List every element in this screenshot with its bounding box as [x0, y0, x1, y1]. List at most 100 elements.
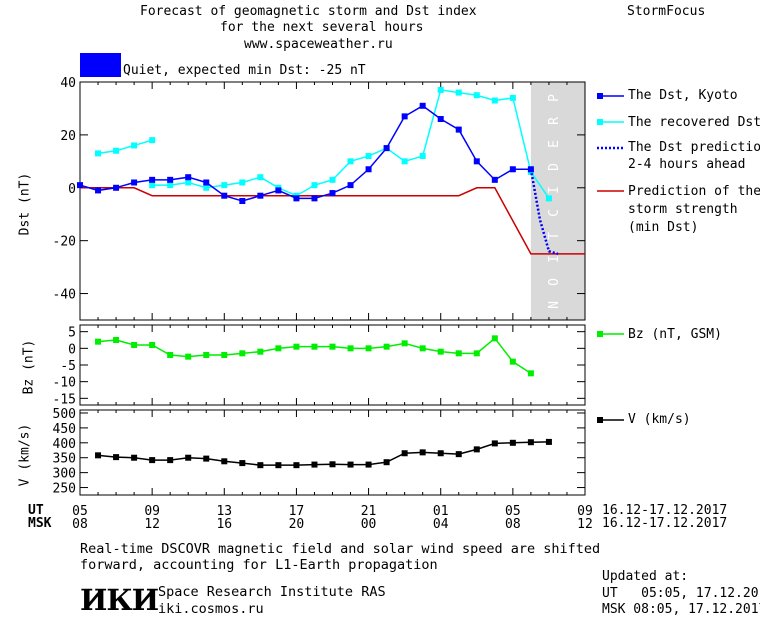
dst-kyoto-series-point: [203, 179, 210, 186]
msk-date-range: 16.12-17.12.2017: [602, 516, 728, 531]
bz-series-point: [401, 340, 408, 347]
v-series-point: [221, 458, 228, 465]
footer-note-line2: forward, accounting for L1-Earth propaga…: [80, 557, 438, 573]
v-series-point: [275, 462, 282, 469]
bz-series-point: [275, 345, 282, 352]
prediction-letter: R: [547, 117, 562, 125]
bz-series-point: [437, 348, 444, 355]
bz-series-point: [95, 338, 102, 345]
v-series-line: [97, 441, 549, 466]
bz-series-point: [527, 370, 534, 377]
recovered-dst-series-point: [311, 182, 318, 189]
v-series-point: [329, 461, 336, 468]
dst-panel-ytick-label: -40: [53, 288, 76, 303]
msk-tick-label: 08: [505, 517, 521, 532]
legend-strength-line2: storm strength: [628, 202, 738, 217]
dst-kyoto-series-point: [437, 116, 444, 123]
prediction-letter: I: [547, 186, 562, 194]
v-series-point: [437, 450, 444, 457]
legend-strength-line1: Prediction of the: [628, 184, 760, 199]
recovered-dst-series-point: [185, 179, 192, 186]
recovered-dst-series-point: [221, 182, 228, 189]
v-series-point: [527, 439, 534, 446]
ut-tick-label: 09: [577, 504, 593, 519]
recovered-dst-series-point: [95, 150, 102, 157]
recovered-dst-series-point: [365, 153, 372, 160]
dst-panel-ytick-label: 20: [60, 129, 76, 144]
legend-prediction-line1: The Dst prediction: [628, 140, 760, 155]
chart-title-line2: for the next several hours: [220, 20, 424, 35]
dst-kyoto-series-point: [329, 190, 336, 197]
bz-series-point: [185, 353, 192, 360]
v-panel-ytick-label: 300: [53, 467, 76, 482]
iki-logo: ИКИ: [80, 583, 159, 617]
msk-tick-label: 20: [289, 517, 305, 532]
updated-msk: MSK 08:05, 17.12.2017: [602, 602, 760, 617]
dst-panel-ytick-label: 40: [60, 76, 76, 91]
dst-kyoto-series-point: [221, 192, 228, 199]
bz-series-point: [293, 343, 300, 350]
prediction-letter: P: [547, 94, 562, 102]
dst-axis-label: Dst (nT): [17, 172, 33, 236]
dst-kyoto-series-line: [79, 104, 531, 202]
source-url: www.spaceweather.ru: [244, 37, 393, 52]
v-series-point: [473, 446, 480, 453]
bz-series-point: [131, 342, 138, 348]
recovered-dst-series-point: [203, 184, 210, 191]
dst-panel-frame: [79, 81, 586, 321]
prediction-letter: C: [547, 209, 562, 217]
bz-series-point: [365, 345, 372, 352]
bz-panel-ytick-label: -5: [60, 359, 76, 374]
v-series-point: [293, 462, 300, 469]
ut-tick-label: 05: [505, 504, 521, 519]
recovered-dst-series-point: [509, 94, 516, 101]
recovered-dst-series-point: [419, 153, 426, 160]
bz-series-point: [491, 335, 498, 342]
recovered-dst-series-point: [473, 92, 480, 99]
v-series-point: [401, 450, 408, 457]
ut-tick-label: 01: [433, 504, 449, 519]
prediction-region: [530, 82, 585, 320]
bz-series-point: [167, 352, 174, 358]
bz-series-point: [419, 345, 426, 352]
v-series-point: [167, 457, 174, 464]
dst-kyoto-series-point: [383, 145, 390, 152]
bz-series-point: [257, 348, 264, 355]
legend-dst-kyoto-swatch-marker: [597, 93, 603, 99]
v-panel-ytick-label: 500: [53, 407, 76, 422]
dst-kyoto-series-point: [131, 179, 138, 186]
bz-panel-ytick-label: -10: [53, 376, 76, 391]
v-series-point: [545, 438, 552, 445]
legend-prediction-line2: 2-4 hours ahead: [628, 157, 746, 172]
v-series-point: [383, 459, 390, 466]
bz-series-point: [149, 342, 156, 348]
recovered-dst-series-point: [167, 182, 174, 189]
bz-series-point: [203, 352, 210, 358]
ut-tick-label: 13: [216, 504, 232, 519]
bz-series-point: [509, 358, 516, 365]
bz-series-point: [239, 350, 246, 357]
recovered-dst-series-point: [347, 158, 354, 165]
updated-ut: UT 05:05, 17.12.2017: [602, 586, 760, 601]
v-series-point: [509, 439, 516, 446]
dst-kyoto-series-point: [95, 187, 102, 194]
dst-kyoto-series-point: [509, 166, 516, 173]
dst-kyoto-series-point: [113, 184, 120, 191]
bz-panel-frame: [79, 324, 586, 406]
prediction-letter: O: [547, 278, 562, 286]
v-series-point: [113, 454, 120, 461]
v-axis-label: V (km/s): [17, 423, 33, 487]
prediction-letter: E: [547, 140, 562, 148]
recovered-dst-series-point: [149, 182, 156, 189]
bz-series-line: [97, 337, 532, 374]
legend-strength-line3: (min Dst): [628, 220, 699, 235]
legend-recovered-dst: The recovered Dst: [628, 115, 760, 130]
recovered-dst-series-point: [149, 137, 156, 144]
v-panel-ytick-label: 350: [53, 452, 76, 467]
msk-tick-label: 16: [216, 517, 232, 532]
dst-panel-ytick-label: 0: [68, 182, 76, 197]
v-series-point: [491, 440, 498, 447]
bz-series-point: [473, 350, 480, 357]
brand-name: StormFocus: [627, 4, 706, 19]
